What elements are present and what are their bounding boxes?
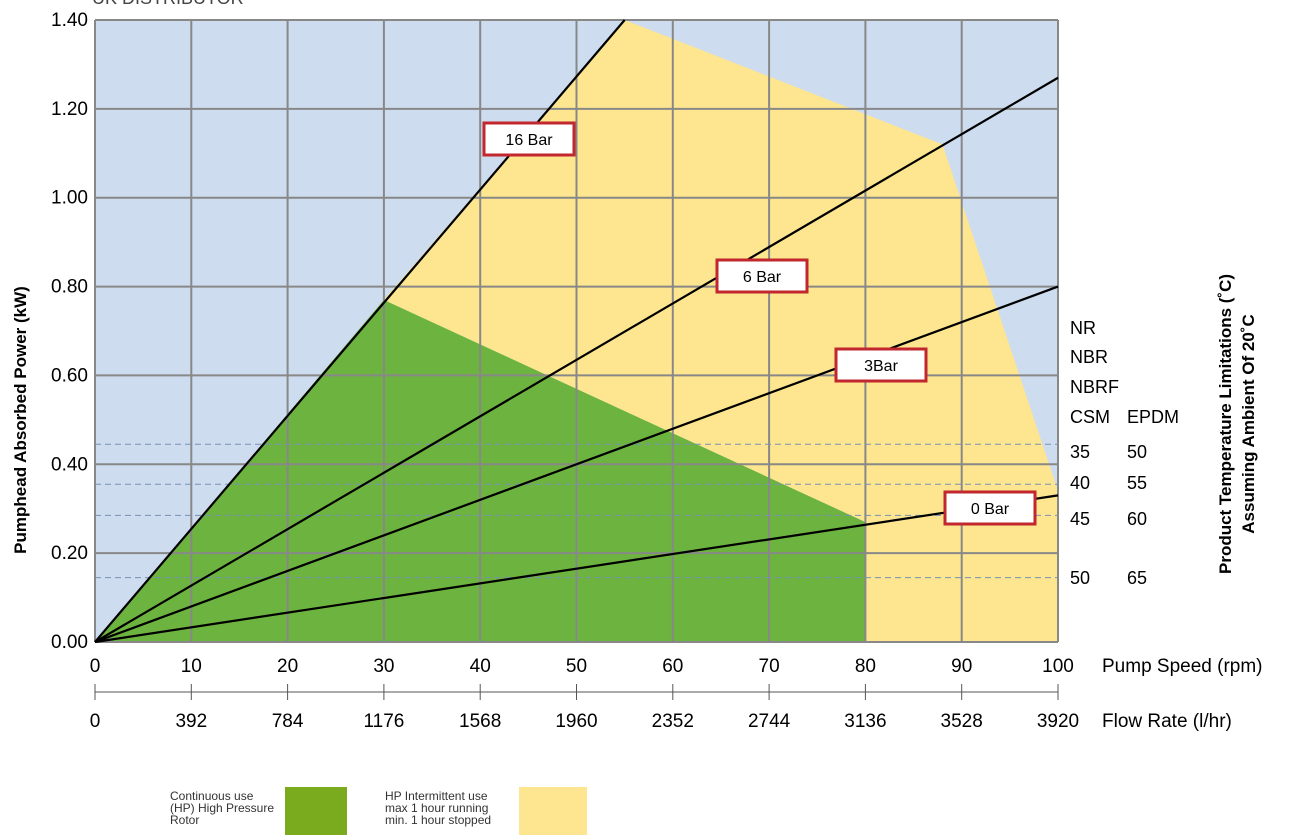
legend-continuous-line-3: Rotor bbox=[170, 813, 200, 827]
x-tick-label: 10 bbox=[181, 656, 202, 677]
x2-tick-label: 2352 bbox=[652, 711, 694, 732]
x-tick-label: 40 bbox=[470, 656, 491, 677]
series-label-box bbox=[834, 347, 928, 383]
x2-tick-label: 784 bbox=[272, 711, 304, 732]
material-nr: NR bbox=[1070, 318, 1096, 338]
x-tick-label: 30 bbox=[373, 656, 394, 677]
x2-tick-label: 3920 bbox=[1037, 711, 1079, 732]
legend-intermittent-line-3: min. 1 hour stopped bbox=[385, 813, 492, 827]
material-nbrf: NBRF bbox=[1070, 377, 1119, 397]
temp-epdm-3: 60 bbox=[1127, 509, 1147, 529]
legend-intermittent-line-1: HP Intermittent use bbox=[385, 789, 488, 803]
y-tick-label: 0.40 bbox=[51, 454, 88, 475]
temp-epdm-4: 65 bbox=[1127, 568, 1147, 588]
temperature-dashed-lines bbox=[95, 443, 1058, 579]
y-tick-label: 0.20 bbox=[51, 543, 88, 564]
temperature-table: NR NBR NBRF CSM EPDM 35 50 40 55 45 60 5… bbox=[1070, 318, 1179, 588]
material-nbr: NBR bbox=[1070, 347, 1108, 367]
x-tick-label: 70 bbox=[759, 656, 780, 677]
axes: 0.00 0.20 0.40 0.60 0.80 1.00 1.20 1.40 0 10 20 30 4… bbox=[51, 10, 1079, 732]
legend-continuous-line-2: (HP) High Pressure bbox=[170, 801, 275, 815]
y-axis-title: Pumphead Absorbed Power (kW) bbox=[11, 286, 30, 554]
y-tick-label: 1.40 bbox=[51, 10, 88, 31]
series-label-box bbox=[482, 121, 576, 157]
series-label: 16 Bar bbox=[505, 132, 553, 149]
legend-intermittent-text: HP Intermittent use max 1 hour running m… bbox=[385, 790, 520, 826]
x-tick-label: 80 bbox=[855, 656, 876, 677]
legend-intermittent-swatch bbox=[519, 787, 587, 835]
temp-csm-2: 40 bbox=[1070, 473, 1090, 493]
y-tick-label: 0.80 bbox=[51, 277, 88, 298]
x2-tick-label: 3136 bbox=[844, 711, 886, 732]
pressure-labels: 16 Bar 6 Bar 3Bar 0 Bar bbox=[482, 121, 1037, 526]
header-text: UK DISTRIBUTOR bbox=[92, 0, 244, 8]
x2-tick-label: 2744 bbox=[748, 711, 791, 732]
series-label: 3Bar bbox=[864, 358, 898, 375]
x-tick-label: 20 bbox=[277, 656, 298, 677]
temp-axis-title-1: Product Temperature Limitations (˚C) bbox=[1216, 274, 1235, 574]
legend-continuous-line-1: Continuous use bbox=[170, 789, 254, 803]
grid bbox=[94, 19, 1059, 643]
temp-csm-3: 45 bbox=[1070, 509, 1090, 529]
x-tick-label: 60 bbox=[662, 656, 683, 677]
x2-axis-title: Flow Rate (l/hr) bbox=[1102, 711, 1232, 732]
x-axis-title: Pump Speed (rpm) bbox=[1102, 656, 1263, 677]
y-tick-label: 1.20 bbox=[51, 99, 88, 120]
y-tick-label: 1.00 bbox=[51, 188, 88, 209]
series-label: 6 Bar bbox=[743, 269, 782, 286]
x2-tick-label: 3528 bbox=[941, 711, 983, 732]
series-label-box bbox=[943, 490, 1037, 526]
series-line bbox=[94, 285, 1059, 644]
series-label-box bbox=[715, 258, 809, 294]
temp-csm-4: 50 bbox=[1070, 568, 1090, 588]
temp-axis-title-2: Assuming Ambient Of 20˚C bbox=[1239, 314, 1258, 533]
x2-tick-label: 392 bbox=[175, 711, 207, 732]
material-csm: CSM bbox=[1070, 407, 1110, 427]
x2-tick-label: 1176 bbox=[363, 711, 404, 732]
x2-tick-label: 1960 bbox=[555, 711, 597, 732]
x-tick-label: 50 bbox=[566, 656, 587, 677]
x-tick-label: 90 bbox=[951, 656, 972, 677]
pressure-lines bbox=[94, 19, 1059, 644]
legend-continuous-swatch bbox=[285, 787, 347, 835]
x2-tick-label: 1568 bbox=[459, 711, 501, 732]
y-tick-label: 0.00 bbox=[51, 632, 88, 653]
y-tick-label: 0.60 bbox=[51, 365, 88, 386]
x2-tick-label: 0 bbox=[90, 711, 101, 732]
x-tick-label: 100 bbox=[1042, 656, 1074, 677]
series-line bbox=[94, 494, 1059, 644]
temp-epdm-2: 55 bbox=[1127, 473, 1147, 493]
material-epdm: EPDM bbox=[1127, 407, 1179, 427]
series-line bbox=[94, 76, 1059, 643]
series-label: 0 Bar bbox=[971, 501, 1010, 518]
x-tick-label: 0 bbox=[90, 656, 101, 677]
temp-epdm-1: 50 bbox=[1127, 442, 1147, 462]
legend-intermittent-line-2: max 1 hour running bbox=[385, 801, 489, 815]
legend-continuous-text: Continuous use (HP) High Pressure Rotor bbox=[170, 790, 282, 826]
temp-csm-1: 35 bbox=[1070, 442, 1090, 462]
